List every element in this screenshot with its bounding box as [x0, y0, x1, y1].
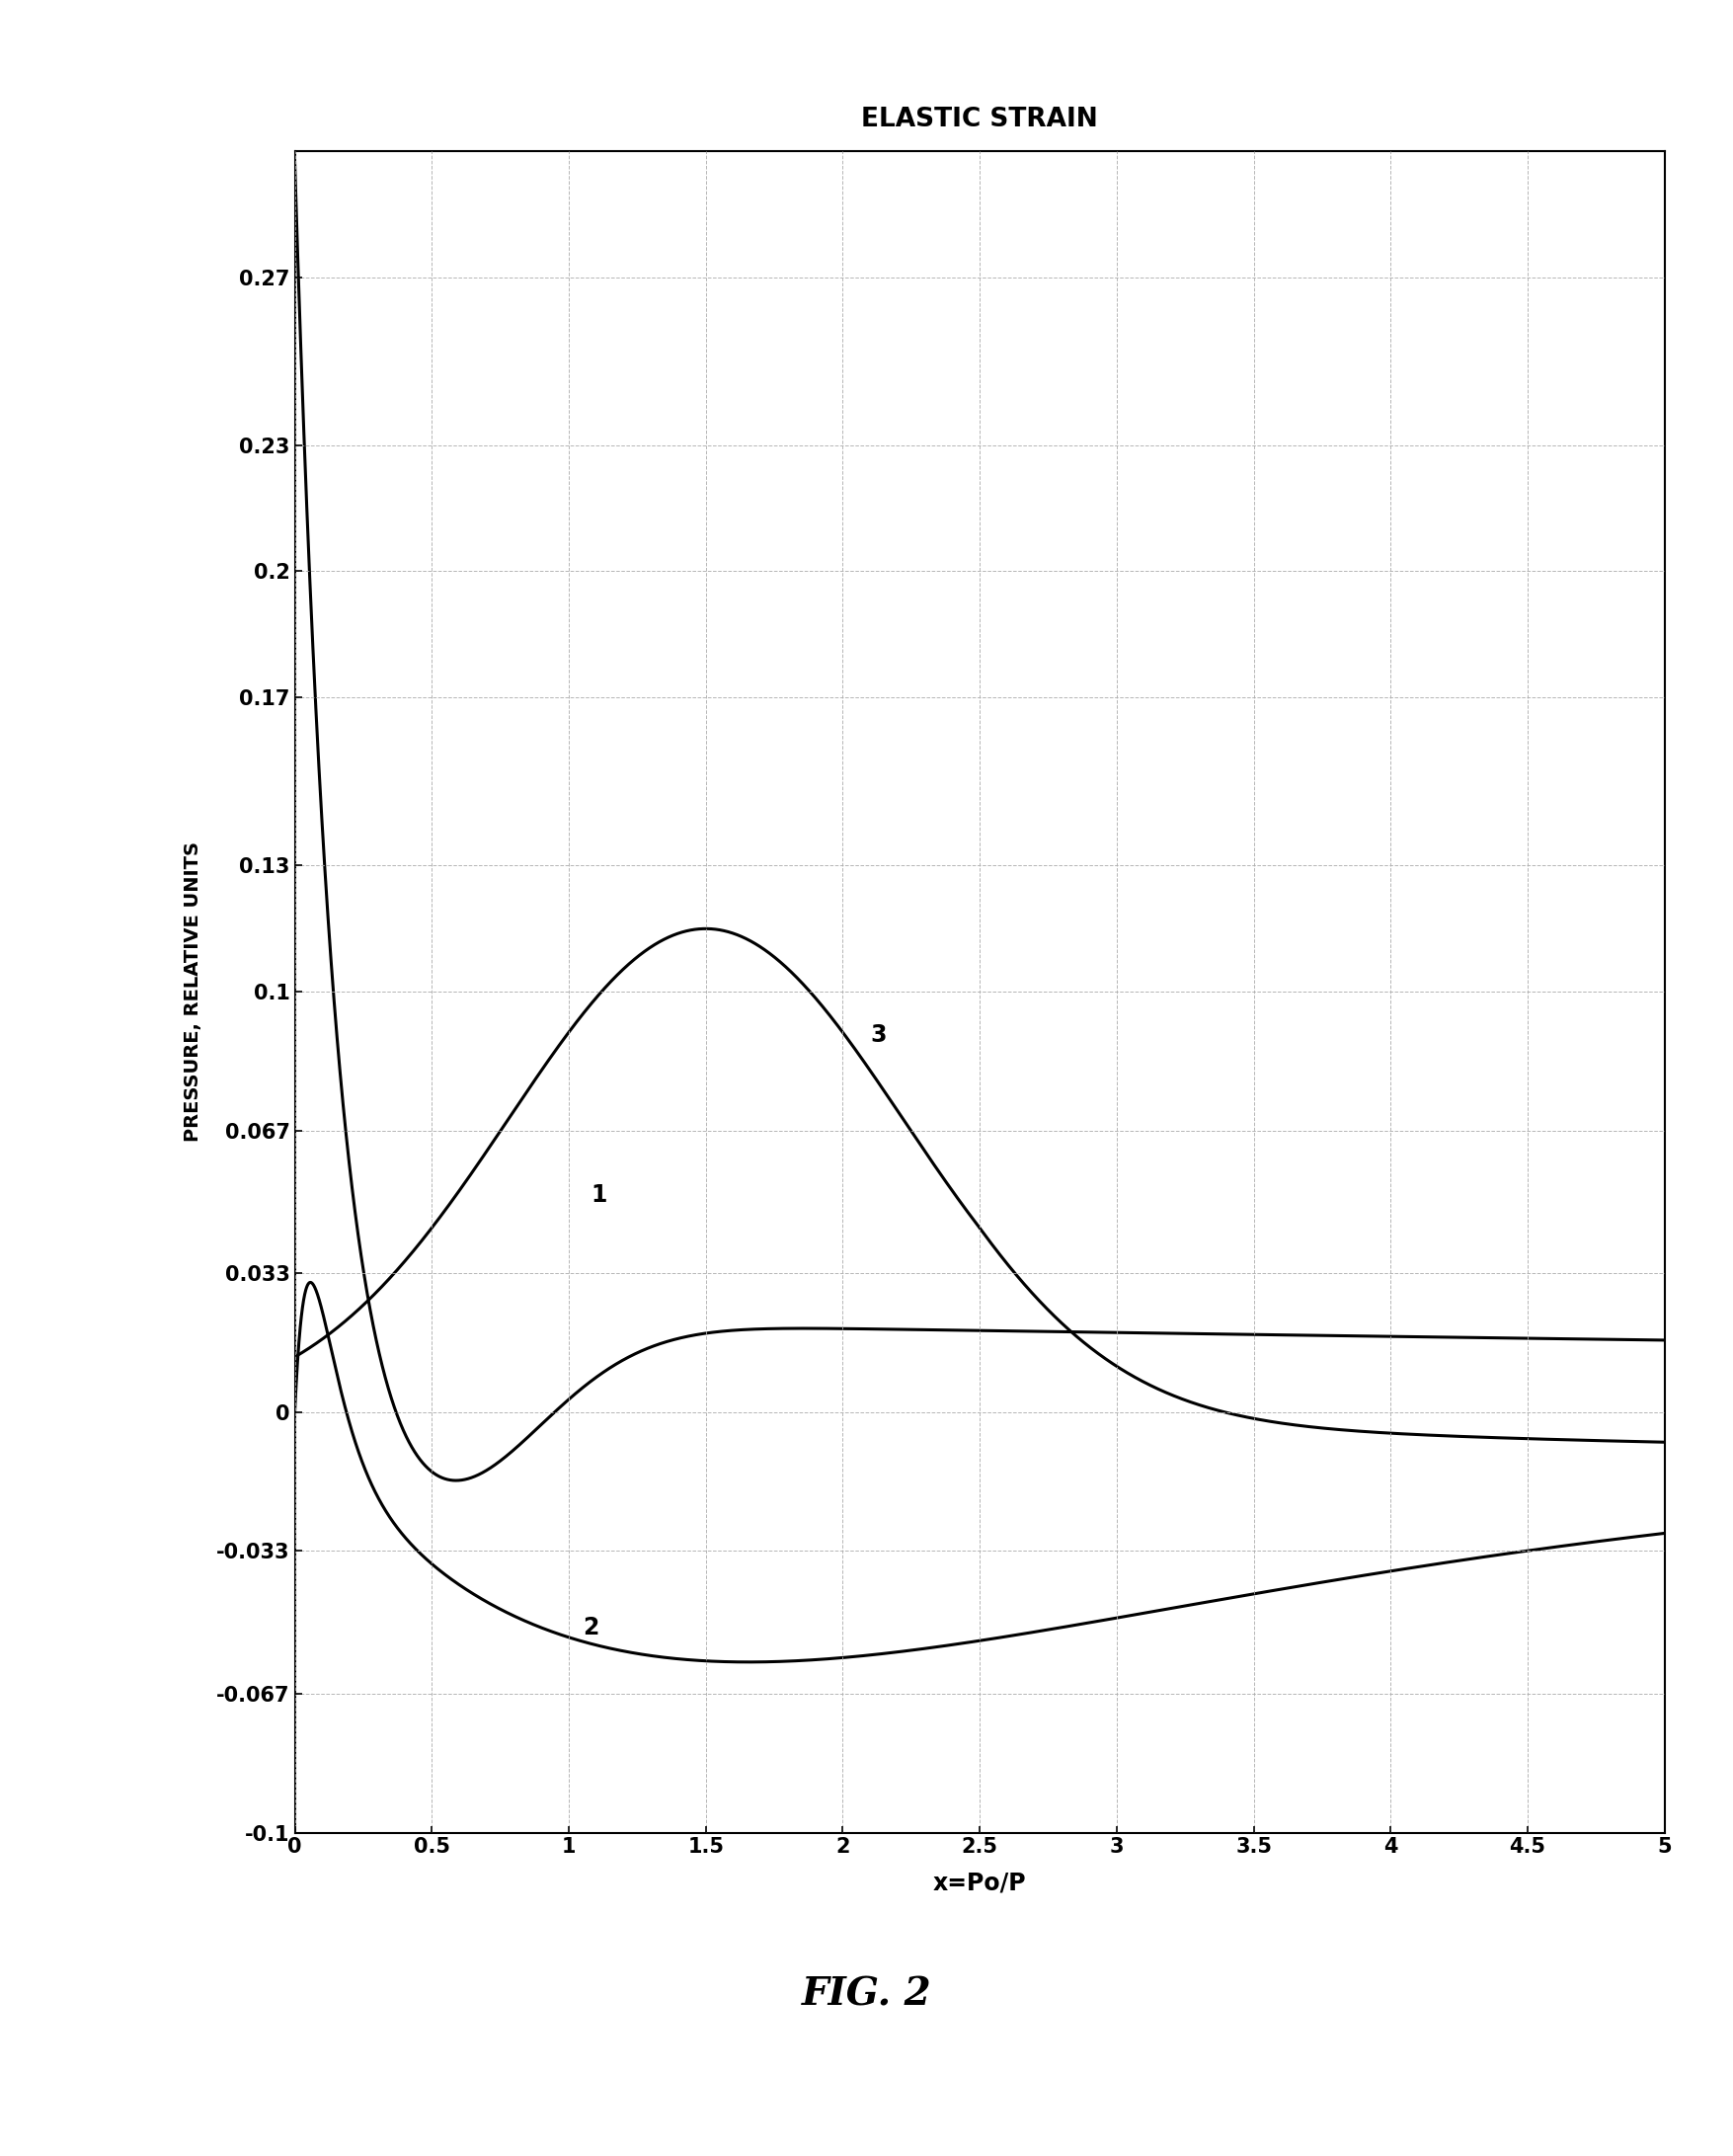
Text: FIG. 2: FIG. 2	[802, 1975, 931, 2014]
Y-axis label: PRESSURE, RELATIVE UNITS: PRESSURE, RELATIVE UNITS	[184, 841, 203, 1143]
X-axis label: x=Po/P: x=Po/P	[932, 1871, 1026, 1895]
Text: 2: 2	[582, 1617, 598, 1641]
Text: 1: 1	[591, 1184, 607, 1207]
Title: ELASTIC STRAIN: ELASTIC STRAIN	[861, 106, 1097, 132]
Text: 3: 3	[870, 1024, 886, 1048]
